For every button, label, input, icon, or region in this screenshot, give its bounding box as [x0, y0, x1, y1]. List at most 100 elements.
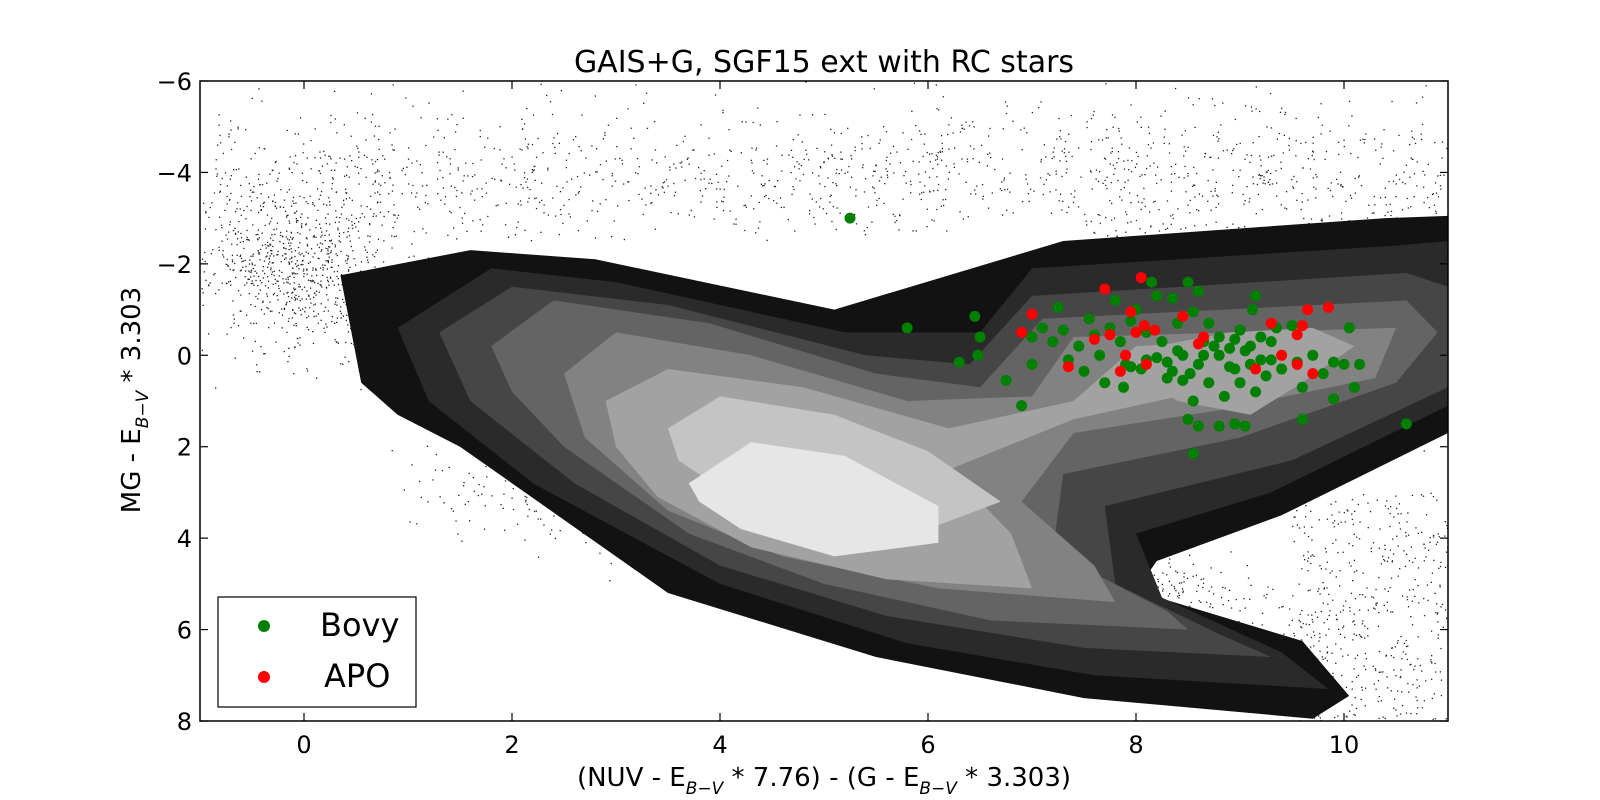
background-point — [1385, 654, 1388, 656]
background-point — [1430, 492, 1432, 494]
background-point — [293, 202, 295, 204]
background-point — [607, 124, 610, 126]
background-point — [243, 247, 245, 250]
background-point — [1095, 178, 1097, 180]
background-point — [781, 170, 783, 172]
background-point — [1118, 130, 1120, 132]
background-point — [1189, 605, 1191, 607]
background-point — [1330, 182, 1332, 184]
background-point — [1362, 494, 1365, 496]
background-point — [1307, 570, 1309, 572]
background-point — [449, 173, 451, 175]
background-point — [1388, 180, 1390, 183]
background-point — [1084, 213, 1086, 216]
background-point — [279, 206, 282, 208]
background-point — [374, 172, 376, 174]
background-point — [314, 303, 317, 305]
background-point — [425, 194, 427, 197]
background-point — [1304, 516, 1307, 518]
background-point — [257, 233, 259, 236]
background-point — [1214, 190, 1216, 192]
background-point — [716, 206, 718, 208]
background-point — [1005, 112, 1008, 115]
background-point — [1372, 665, 1374, 667]
background-point — [829, 201, 831, 203]
background-point — [1181, 134, 1183, 136]
background-point — [1426, 514, 1428, 516]
background-point — [1311, 619, 1313, 621]
background-point — [827, 158, 829, 160]
background-point — [272, 200, 274, 202]
background-point — [1320, 610, 1322, 613]
background-point — [777, 180, 779, 182]
background-point — [215, 292, 217, 295]
background-point — [912, 230, 914, 232]
background-point — [641, 198, 643, 200]
background-point — [635, 172, 637, 174]
background-point — [1384, 214, 1386, 217]
background-point — [1194, 126, 1196, 128]
background-point — [306, 269, 308, 271]
background-point — [1343, 625, 1345, 627]
background-point — [1395, 196, 1397, 198]
background-point — [284, 258, 286, 261]
background-point — [302, 270, 305, 272]
background-point — [1038, 107, 1040, 109]
background-point — [491, 177, 493, 179]
background-point — [461, 222, 464, 224]
background-point — [441, 470, 443, 472]
background-point — [526, 178, 529, 180]
background-point — [289, 300, 291, 303]
background-point — [866, 226, 868, 229]
background-point — [1021, 149, 1023, 151]
background-point — [763, 196, 766, 198]
background-point — [1334, 716, 1336, 719]
background-point — [863, 230, 865, 232]
background-point — [247, 278, 249, 280]
background-point — [282, 255, 284, 257]
background-point — [374, 180, 376, 182]
background-point — [776, 202, 778, 204]
background-point — [1288, 149, 1291, 151]
background-point — [1267, 156, 1270, 158]
background-point — [585, 542, 587, 544]
background-point — [1405, 712, 1408, 714]
background-point — [331, 316, 334, 318]
background-point — [750, 195, 752, 197]
background-point — [328, 197, 330, 199]
background-point — [1252, 176, 1254, 178]
background-point — [525, 499, 527, 501]
background-point — [231, 254, 234, 257]
background-point — [389, 176, 391, 179]
background-point — [319, 157, 322, 159]
background-point — [372, 254, 374, 256]
background-point — [325, 287, 328, 289]
background-point — [314, 252, 316, 254]
background-point — [918, 161, 920, 163]
background-point — [309, 298, 311, 300]
background-point — [258, 211, 260, 214]
background-point — [690, 209, 692, 212]
background-point — [699, 189, 701, 192]
background-point — [1434, 182, 1437, 184]
background-point — [1055, 170, 1057, 172]
background-point — [1055, 173, 1057, 175]
background-point — [700, 124, 702, 126]
background-point — [332, 280, 334, 282]
background-point — [374, 125, 377, 127]
background-point — [966, 161, 969, 163]
background-point — [1408, 534, 1410, 536]
background-point — [939, 151, 942, 153]
background-point — [1169, 593, 1171, 595]
background-point — [1210, 209, 1212, 211]
background-point — [1232, 223, 1234, 225]
background-point — [391, 450, 393, 452]
background-point — [1298, 583, 1300, 585]
background-point — [1174, 87, 1177, 90]
background-point — [1259, 178, 1261, 180]
background-point — [483, 528, 486, 530]
background-point — [516, 226, 518, 229]
background-point — [565, 159, 568, 161]
background-point — [323, 310, 325, 312]
background-point — [765, 194, 767, 197]
